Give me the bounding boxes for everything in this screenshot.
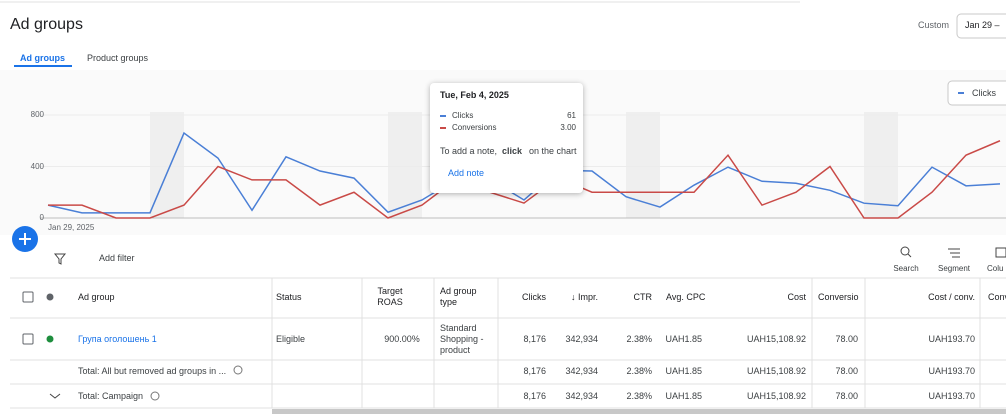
scrollbar[interactable] [272,409,1006,414]
cell-value: UAH1.85 [665,334,702,344]
column-header[interactable]: CTR [633,292,653,302]
cell-value: 78.00 [835,366,858,376]
add-icon [19,233,31,245]
cell-value: UAH1.85 [665,391,702,401]
tooltip-action[interactable]: Add note [448,168,485,178]
cell-value: 2.38% [626,334,652,344]
tab[interactable]: Product groups [87,53,149,63]
help-icon[interactable] [150,391,160,401]
cell-value: 2.38% [626,366,652,376]
column-header[interactable]: Target ROAS [377,286,403,307]
cell-value: UAH15,108.92 [746,334,806,344]
cell-value: UAH15,108.92 [746,391,806,401]
column-header[interactable]: ↓ Impr. [570,292,598,302]
column-header[interactable]: Ad group type [440,286,477,307]
cell-value: UAH15,108.92 [746,366,806,376]
date-box[interactable] [956,13,1006,39]
status-dot [46,293,54,301]
tab[interactable]: Ad groups [20,53,65,63]
tooltip-value: 3.00 [560,123,576,132]
cell-value: 8,176 [523,334,546,344]
ad-group-name[interactable]: Група оголошень 1 [78,334,157,344]
column-header[interactable]: Conv [988,292,1006,302]
ad-group-name: Total: All but removed ad groups in ... [78,366,227,376]
weekend-bands [150,112,898,218]
status: Eligible [276,334,306,344]
tooltip-note-bold: click [502,146,523,156]
column-header[interactable]: Avg. CPC [666,292,706,302]
tooltip [430,83,583,193]
date-mode: Custom [918,20,950,30]
checkbox[interactable] [22,333,34,345]
target-roas: 900.00% [384,334,420,344]
ad-group-type: Standard Shopping - product [440,323,484,355]
segment-icon[interactable] [948,248,960,258]
tool-label[interactable]: Colu [987,264,1004,273]
tooltip-swatch [440,127,446,129]
tooltip-date: Tue, Feb 4, 2025 [440,90,509,100]
ad-group-name: Total: Campaign [78,391,144,401]
column-header[interactable]: Status [276,292,302,302]
tool-label[interactable]: Search [893,264,919,273]
cell-value: 8,176 [523,391,546,401]
cell-value: 2.38% [626,391,652,401]
filter-icon[interactable] [53,253,67,265]
column-header[interactable]: Cost / conv. [928,292,975,302]
columns-icon[interactable] [995,247,1006,258]
series-line [47,131,1001,214]
cell-value: UAH193.70 [928,391,975,401]
cell-value: UAH193.70 [928,334,975,344]
cell-value: UAH193.70 [928,366,975,376]
metric-button[interactable] [947,80,1006,106]
page-title: Ad groups [10,16,83,33]
column-header[interactable]: Ad group [78,292,115,302]
table-lines [10,277,1006,409]
date-range[interactable]: Jan 29 – [965,20,1000,30]
column-header[interactable]: Conversio [818,292,859,302]
tooltip-value: 61 [567,111,576,120]
cell-value: 78.00 [835,391,858,401]
cell-value: 8,176 [523,366,546,376]
column-header[interactable]: Cost [787,292,806,302]
tooltip-label: Clicks [452,111,474,120]
x-tick-label: Jan 29, 2025 [48,223,95,232]
tooltip-note: on the chart [529,146,577,156]
add-filter[interactable]: Add filter [99,253,135,263]
expand-icon[interactable] [49,393,61,399]
checkbox[interactable] [22,291,34,303]
y-tick-label: 800 [30,110,44,119]
cell-value: 342,934 [565,334,598,344]
cell-value: 342,934 [565,391,598,401]
search-icon[interactable] [900,246,910,256]
series-line [48,140,1001,219]
tooltip-note: To add a note, [440,146,498,156]
cell-value: UAH1.85 [665,366,702,376]
tooltip-label: Conversions [452,123,497,132]
column-header[interactable]: Clicks [522,292,546,302]
cell-value: 342,934 [565,366,598,376]
cell-value: 78.00 [835,334,858,344]
metric-button-label[interactable]: Clicks [972,88,996,98]
tool-label[interactable]: Segment [937,264,971,273]
help-icon[interactable] [233,365,243,375]
search-icon-handle [907,253,912,258]
status-dot [46,335,54,343]
y-tick-label: 0 [39,213,44,222]
y-tick-label: 400 [30,161,44,171]
tooltip-swatch [440,115,446,117]
